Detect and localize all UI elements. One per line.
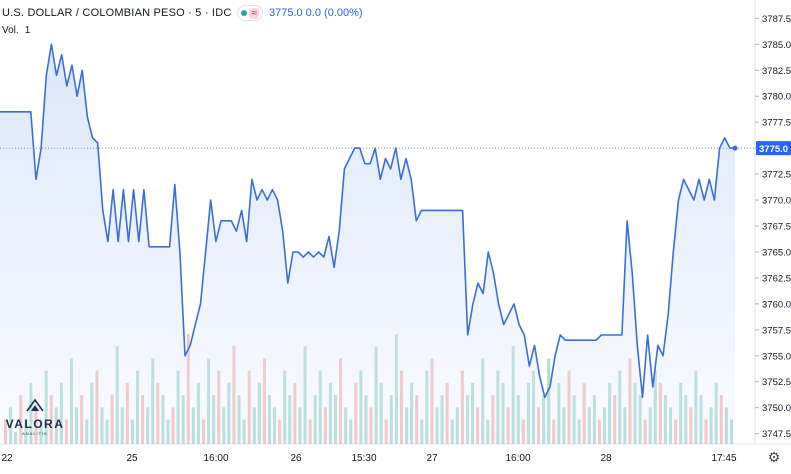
price-area — [0, 44, 735, 445]
x-tick-label: 27 — [426, 453, 438, 464]
approx-icon: ≈ — [249, 7, 259, 19]
y-tick-label: 3782.5 — [762, 66, 791, 77]
valora-logo: VALORA ANALITIK — [4, 398, 66, 436]
symbol-title[interactable]: U.S. DOLLAR / COLOMBIAN PESO · 5 · IDC — [2, 7, 232, 19]
y-tick-label: 3760.0 — [762, 299, 791, 310]
y-tick-label: 3780.0 — [762, 92, 791, 103]
price-line — [0, 43, 735, 399]
price-change-readout: 3775.0 0.0 (0.00%) — [268, 7, 363, 19]
status-pill[interactable]: ≈ — [237, 5, 263, 21]
y-tick-label: 3772.5 — [762, 170, 791, 181]
last-price-dot — [732, 145, 738, 151]
volume-value: 1 — [24, 25, 31, 36]
y-tick-label: 3770.0 — [762, 196, 791, 207]
y-tick-label: 3755.0 — [762, 351, 791, 362]
x-tick-label: 25 — [126, 453, 138, 464]
y-tick-label: 3777.5 — [762, 118, 791, 129]
volume-legend[interactable]: Vol. 1 — [2, 25, 30, 36]
x-tick-label: 28 — [600, 453, 612, 464]
last-price-label: 3775.0 — [759, 144, 788, 155]
y-tick-label: 3767.5 — [762, 222, 791, 233]
symbol-header: U.S. DOLLAR / COLOMBIAN PESO · 5 · IDC ≈… — [2, 5, 363, 21]
chart-arrow-logo-icon — [26, 398, 44, 412]
y-tick-label: 3750.0 — [762, 403, 791, 414]
x-tick-label: 15:30 — [351, 453, 376, 464]
x-tick-label: 26 — [290, 453, 302, 464]
gear-icon[interactable]: ⚙ — [767, 449, 781, 465]
last-price-badge — [756, 141, 791, 156]
y-tick-label: 3752.5 — [762, 377, 791, 388]
y-tick-label: 3787.5 — [762, 14, 791, 25]
y-tick-label: 3762.5 — [762, 273, 791, 284]
y-tick-label: 3785.0 — [762, 40, 791, 51]
x-tick-label: 16:00 — [203, 453, 228, 464]
y-tick-label: 3747.5 — [762, 429, 791, 440]
volume-label: Vol. — [2, 25, 19, 36]
market-status-dot-icon — [241, 10, 248, 16]
y-tick-label: 3765.0 — [762, 247, 791, 258]
x-tick-label: 17:45 — [711, 453, 736, 464]
x-tick-label: 22 — [1, 453, 13, 464]
y-tick-label: 3757.5 — [762, 325, 791, 336]
logo-brand: VALORA — [5, 417, 65, 431]
logo-sub: ANALITIK — [22, 431, 48, 436]
x-tick-label: 16:00 — [505, 453, 530, 464]
